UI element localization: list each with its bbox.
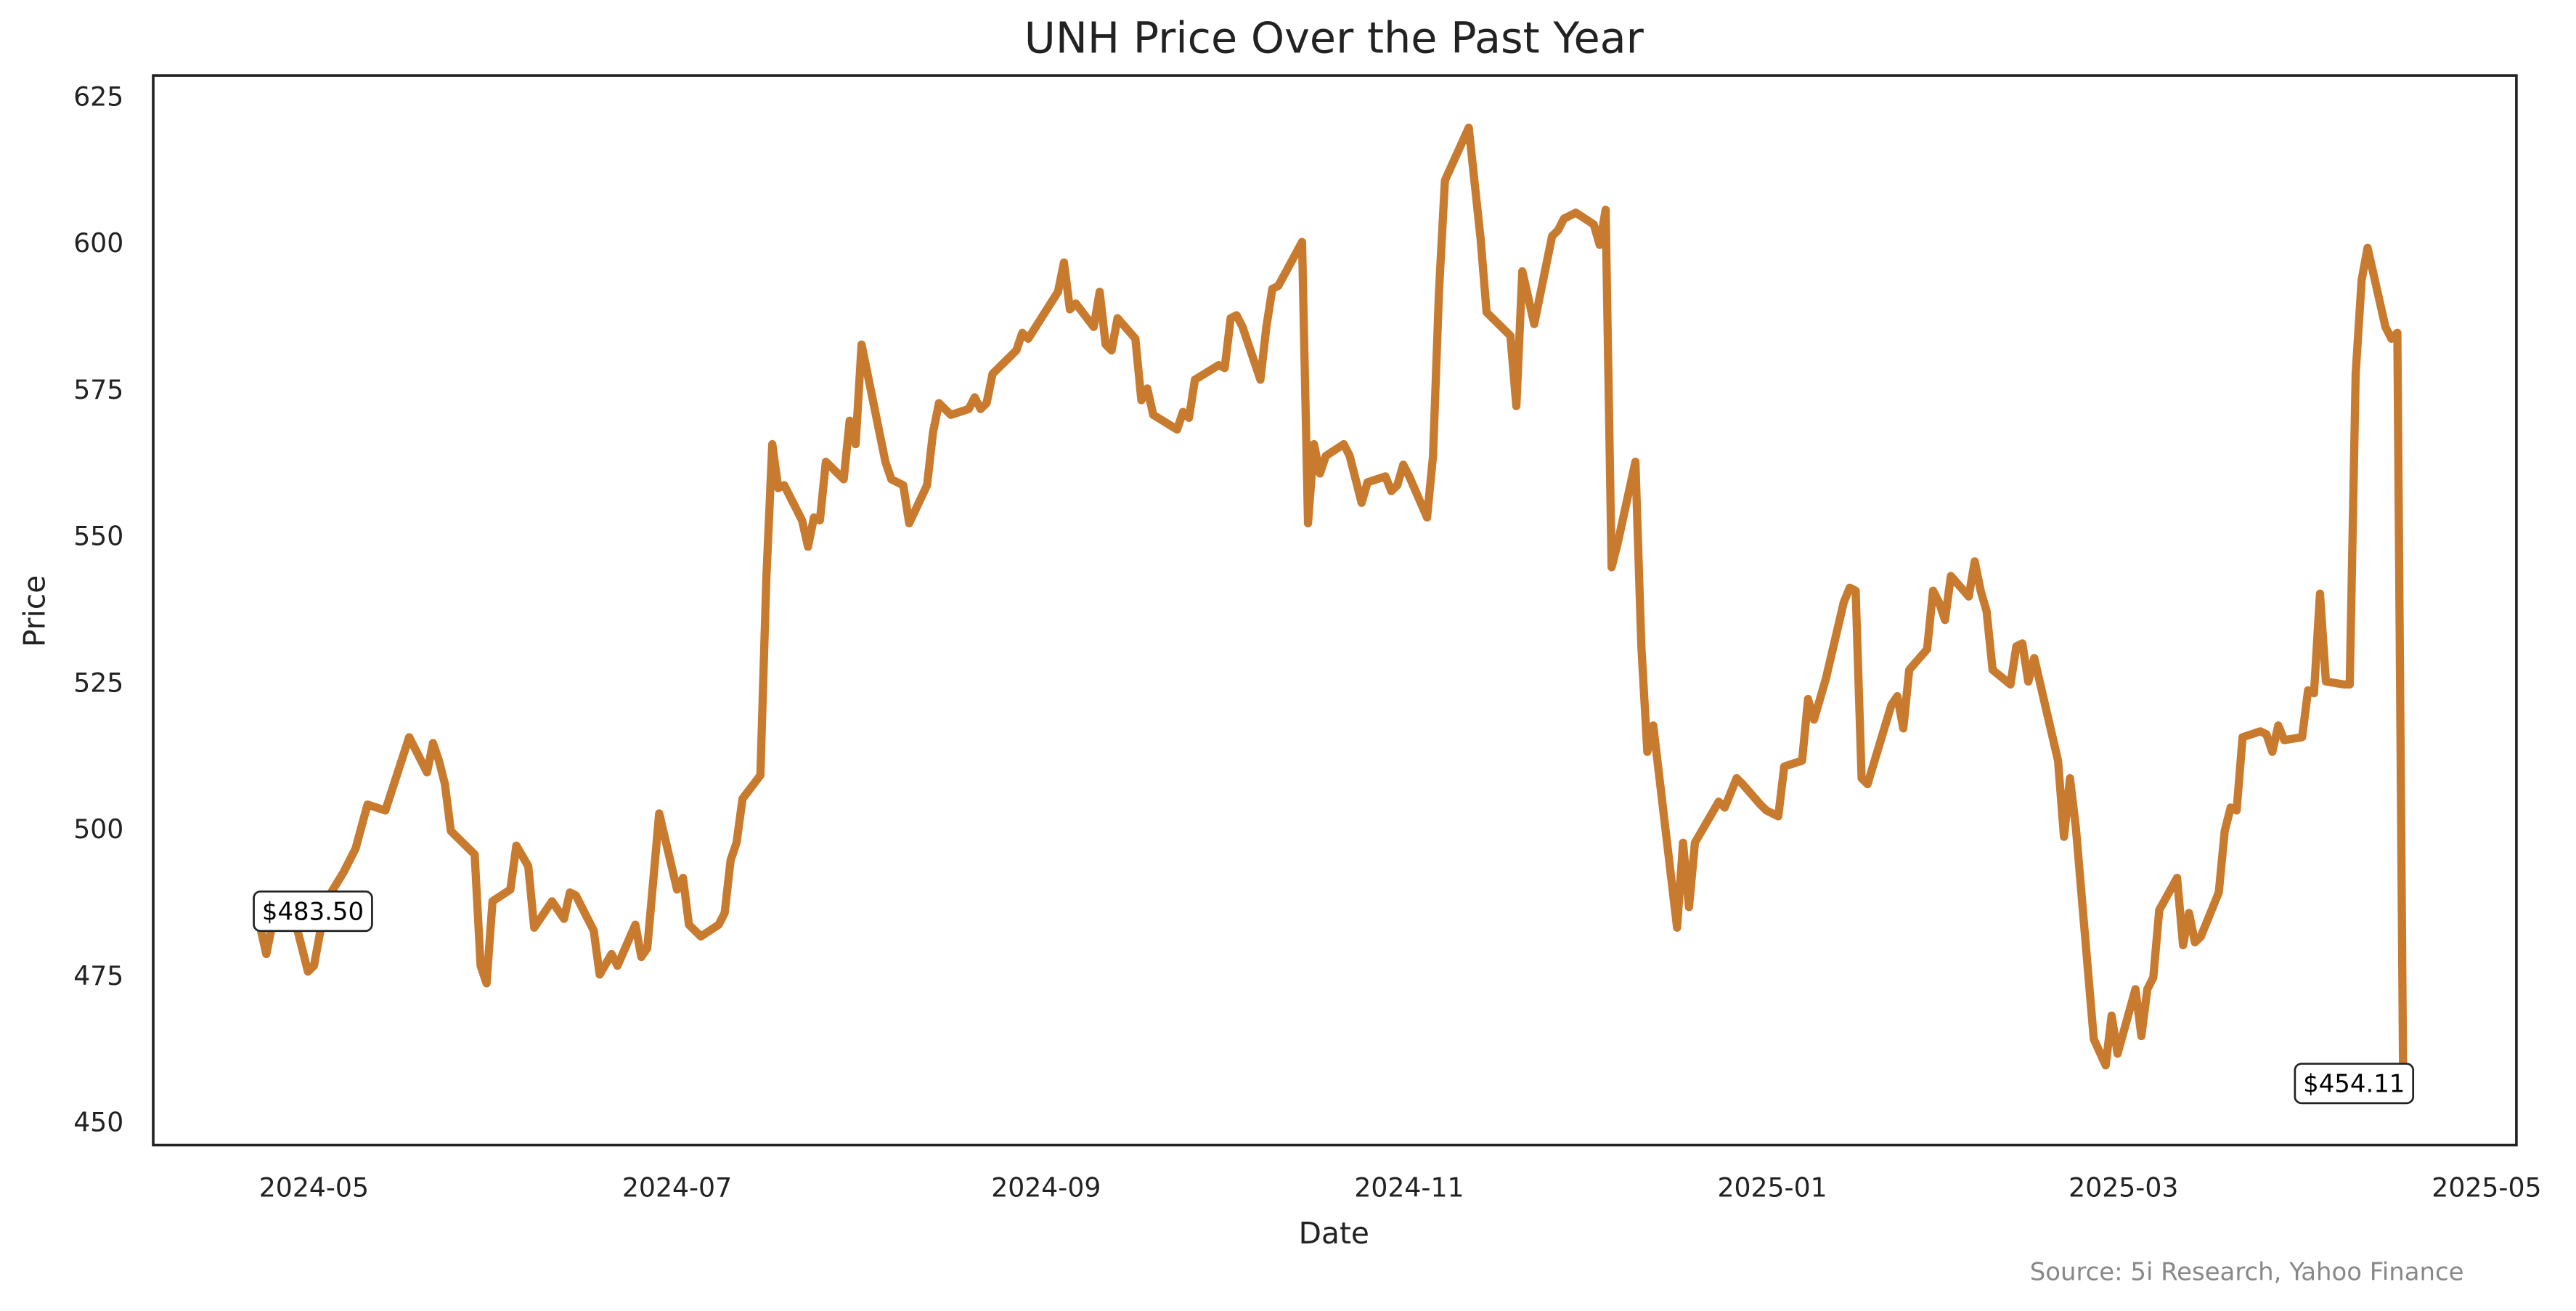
x-tick-label: 2024-11 — [1354, 1172, 1464, 1204]
chart-title: UNH Price Over the Past Year — [1024, 13, 1644, 63]
x-tick-label: 2024-07 — [622, 1172, 732, 1204]
x-tick-label: 2025-03 — [2068, 1172, 2178, 1204]
y-axis-label: Price — [17, 575, 52, 647]
annotation-label: $454.11 — [2303, 1069, 2405, 1097]
annotation-box — [253, 890, 373, 933]
x-tick-label: 2024-05 — [259, 1172, 369, 1204]
annotation: $483.50 — [253, 890, 373, 933]
y-tick-label: 575 — [73, 374, 123, 405]
y-tick-label: 550 — [73, 521, 123, 552]
annotation-box — [2294, 1063, 2415, 1105]
source-note: Source: 5i Research, Yahoo Finance — [2030, 1257, 2464, 1286]
y-tick-label: 600 — [73, 227, 123, 259]
y-tick-label: 625 — [73, 81, 123, 113]
y-tick-label: 500 — [73, 813, 123, 845]
price-line — [256, 123, 2408, 1100]
annotation-label: $483.50 — [262, 897, 364, 925]
annotation: $454.11 — [2294, 1063, 2415, 1105]
y-tick-label: 525 — [73, 667, 123, 698]
x-tick-label: 2025-01 — [1717, 1172, 1827, 1204]
x-axis-label: Date — [1299, 1216, 1369, 1251]
plot-frame — [152, 74, 2518, 1147]
x-tick-label: 2024-09 — [991, 1172, 1101, 1204]
x-tick-label: 2025-05 — [2432, 1172, 2541, 1204]
y-tick-label: 450 — [73, 1107, 123, 1138]
y-tick-label: 475 — [73, 960, 123, 991]
